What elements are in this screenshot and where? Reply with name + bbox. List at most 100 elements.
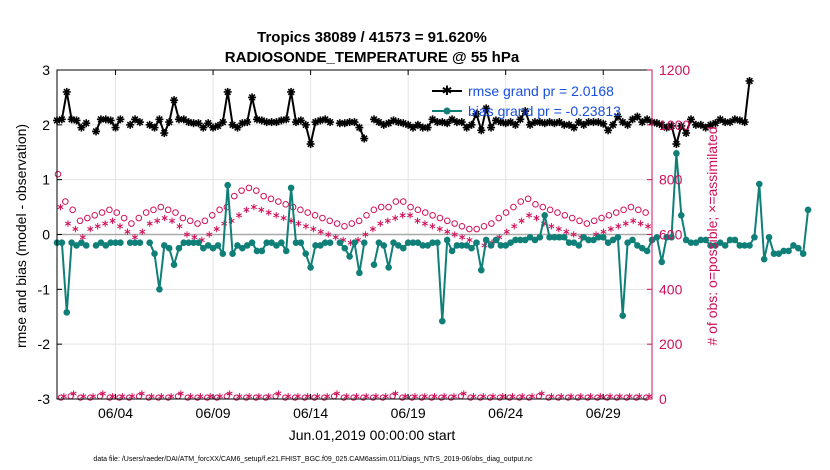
rmse-point-stroke <box>185 118 193 126</box>
obs-assimilated-point-stroke <box>285 394 292 399</box>
obs-possible-point <box>157 203 165 211</box>
bias-point <box>268 239 275 247</box>
legend-rmse-marker: ✱ <box>442 83 453 98</box>
rmse-point <box>423 123 432 132</box>
bias-point <box>224 181 231 189</box>
bias-point <box>604 239 612 247</box>
obs-possible-point <box>407 203 414 211</box>
rmse-point-stroke <box>326 118 334 126</box>
obs-assimilated-point <box>169 217 176 224</box>
obs-assimilated-point <box>548 223 555 230</box>
y-tick-label-right: 0 <box>659 391 667 407</box>
obs-assimilated-point-stroke <box>183 232 190 237</box>
obs-possible-point <box>106 206 113 214</box>
obs-assimilated-point <box>372 393 379 400</box>
rmse-point-stroke <box>112 124 119 131</box>
rmse-point-stroke <box>204 119 212 127</box>
obs-assimilated-point <box>568 393 575 400</box>
obs-possible-point <box>554 209 561 216</box>
obs-assimilated-point-stroke <box>273 213 280 218</box>
obs-possible-point <box>179 214 187 222</box>
bias-series <box>53 150 812 325</box>
obs-possible-point <box>576 217 583 225</box>
rmse-point-stroke <box>546 118 553 126</box>
obs-assimilated-point-stroke <box>630 218 637 223</box>
obs-possible-point <box>480 222 488 230</box>
obs-assimilated-point-stroke <box>148 394 155 399</box>
rmse-series <box>53 76 754 149</box>
obs-possible-point <box>532 201 539 208</box>
obs-assimilated-point-stroke <box>480 394 487 399</box>
bias-point <box>658 258 666 266</box>
rmse-point-stroke <box>438 118 446 126</box>
obs-assimilated-point-stroke <box>402 394 409 399</box>
bias-point <box>146 239 153 247</box>
bias-point <box>282 247 290 255</box>
rmse-point <box>511 120 520 129</box>
bias-point <box>517 236 524 244</box>
bias-point <box>58 239 66 247</box>
bias-point <box>468 244 475 252</box>
obs-assimilated-point <box>265 209 272 216</box>
rmse-point-stroke <box>409 124 417 131</box>
x-tick-label: 06/04 <box>98 405 133 421</box>
obs-assimilated-point-stroke <box>518 218 525 223</box>
obs-assimilated-point-stroke <box>146 221 153 226</box>
rmse-point <box>170 96 179 105</box>
obs-possible-point <box>612 209 620 216</box>
obs-assimilated-point <box>176 223 183 230</box>
rmse-point <box>574 118 583 127</box>
rmse-point-stroke <box>58 115 66 123</box>
obs-assimilated-point <box>382 393 389 400</box>
rmse-point <box>384 119 393 128</box>
obs-possible-point <box>186 217 194 225</box>
obs-assimilated-point-stroke <box>587 394 594 399</box>
bias-point <box>780 247 787 255</box>
obs-assimilated-point <box>636 393 643 400</box>
bias-point <box>634 242 641 249</box>
bias-point <box>760 255 768 263</box>
obs-assimilated-point-stroke <box>302 224 309 229</box>
obs-possible-point <box>634 206 642 214</box>
rmse-point <box>92 127 101 136</box>
obs-assimilated-point <box>451 231 458 238</box>
obs-assimilated-point-stroke <box>377 221 384 226</box>
bias-point <box>497 242 505 249</box>
rmse-point-stroke <box>307 140 315 148</box>
obs-possible-point <box>69 206 76 214</box>
obs-assimilated-point-stroke <box>310 226 317 232</box>
bias-point <box>312 242 319 249</box>
bias-point <box>599 233 607 241</box>
obs-assimilated-point <box>646 393 653 400</box>
rmse-point-stroke <box>507 118 514 126</box>
rmse-point <box>287 87 296 96</box>
data-file-footnote: data file: /Users/raeder/DAI/ATM_forcXX/… <box>93 456 533 463</box>
obs-assimilated-point <box>213 225 220 233</box>
obs-possible-point <box>355 217 363 225</box>
obs-assimilated-point-stroke <box>79 235 86 240</box>
bias-point <box>424 242 431 249</box>
obs-assimilated-point <box>258 206 265 214</box>
rmse-point-stroke <box>253 115 261 123</box>
obs-possible-point <box>142 209 150 216</box>
obs-assimilated-point-stroke <box>451 232 458 237</box>
rmse-point <box>106 116 115 125</box>
obs-assimilated-point-stroke <box>275 391 282 396</box>
rmse-point <box>223 87 232 96</box>
bias-point <box>712 242 719 249</box>
obs-assimilated-point-stroke <box>362 232 369 237</box>
obs-assimilated-point <box>421 393 428 400</box>
bias-point <box>595 233 602 241</box>
bias-point <box>258 247 266 255</box>
obs-possible-point <box>230 192 238 200</box>
y-axis-label-right: # of obs: o=possible; ×=assimilated <box>704 126 720 345</box>
obs-assimilated-point <box>511 223 518 230</box>
bias-point <box>307 264 314 271</box>
obs-assimilated-point <box>168 393 175 400</box>
rmse-point-stroke <box>394 118 402 126</box>
obs-assimilated-point <box>519 393 526 400</box>
rmse-point-stroke <box>604 126 612 134</box>
obs-assimilated-point <box>250 203 257 211</box>
legend-bias-marker <box>443 107 451 115</box>
obs-assimilated-point <box>102 220 109 227</box>
